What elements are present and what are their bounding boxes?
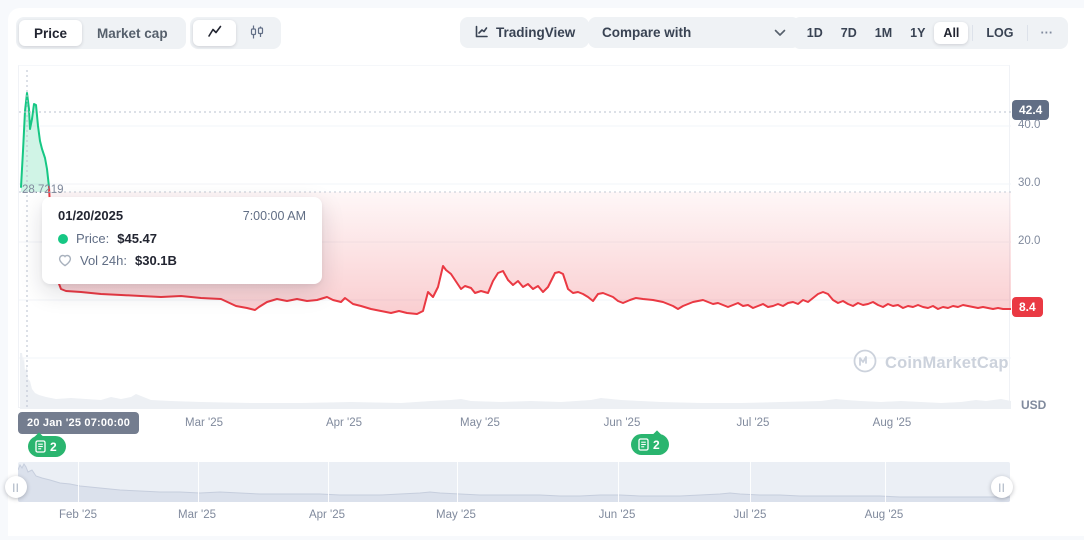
tradingview-label: TradingView bbox=[496, 25, 576, 40]
metric-toggle: Price Market cap bbox=[16, 17, 186, 49]
navigator-x-label: Aug '25 bbox=[864, 509, 904, 521]
x-axis-label: Aug '25 bbox=[872, 417, 912, 429]
launch-spike-line bbox=[20, 92, 50, 188]
tooltip-date: 01/20/2025 bbox=[58, 208, 124, 223]
price-series-dot-icon bbox=[58, 233, 68, 244]
navigator-gridline bbox=[328, 462, 329, 502]
watermark-text: CoinMarketCap bbox=[885, 354, 1009, 372]
price-line bbox=[48, 186, 1012, 315]
x-axis-label: Jun '25 bbox=[603, 417, 641, 429]
price-tab[interactable]: Price bbox=[19, 20, 83, 46]
x-axis-label: Jul '25 bbox=[736, 417, 770, 429]
document-icon bbox=[35, 440, 46, 453]
tooltip-time: 7:00:00 AM bbox=[242, 209, 306, 223]
range-1d-button[interactable]: 1D bbox=[806, 26, 823, 40]
volume-histogram bbox=[20, 353, 1011, 409]
x-axis-label: Mar '25 bbox=[185, 417, 223, 429]
coinmarketcap-logo-icon bbox=[853, 349, 877, 378]
navigator-x-label: Feb '25 bbox=[59, 509, 97, 521]
navigator-x-label: Apr '25 bbox=[308, 509, 346, 521]
x-axis-label: Apr '25 bbox=[325, 417, 363, 429]
launch-spike-fill bbox=[21, 93, 49, 192]
candlestick-chart-type-button[interactable] bbox=[236, 20, 278, 46]
range-1m-button[interactable]: 1M bbox=[874, 26, 893, 40]
more-options-button[interactable]: ··· bbox=[1040, 26, 1054, 40]
navigator-x-label: Jul '25 bbox=[733, 509, 767, 521]
navigator-left-handle[interactable]: || bbox=[5, 476, 27, 498]
line-chart-icon bbox=[207, 25, 222, 41]
y-axis-label-20: 20.0 bbox=[1018, 235, 1041, 247]
compare-with-dropdown[interactable]: Compare with bbox=[588, 17, 800, 48]
navigator-x-label: May '25 bbox=[436, 509, 476, 521]
tradingview-button[interactable]: TradingView bbox=[460, 17, 590, 48]
y-axis-unit-label: USD bbox=[1021, 398, 1047, 412]
crosshair-date-badge: 20 Jan '25 07:00:00 bbox=[18, 412, 140, 434]
log-scale-button[interactable]: LOG bbox=[986, 26, 1014, 40]
tradingview-icon bbox=[474, 24, 489, 42]
range-1y-button[interactable]: 1Y bbox=[910, 26, 926, 40]
tooltip-price-value: $45.47 bbox=[117, 231, 157, 246]
line-chart-type-button[interactable] bbox=[193, 20, 236, 46]
crosshair-price-badge: 42.4 bbox=[1012, 100, 1050, 120]
event-count: 2 bbox=[653, 437, 660, 452]
range-navigator-track[interactable] bbox=[18, 462, 1010, 502]
navigator-x-label: Mar '25 bbox=[178, 509, 216, 521]
news-event-badge[interactable]: 2 bbox=[631, 434, 669, 455]
tooltip-vol-label: Vol 24h: bbox=[80, 253, 127, 268]
news-event-badge[interactable]: 2 bbox=[28, 436, 66, 457]
navigator-gridline bbox=[457, 462, 458, 502]
y-axis-label-30: 30.0 bbox=[1018, 177, 1041, 189]
chevron-down-icon bbox=[774, 25, 786, 40]
tooltip-vol-value: $30.1B bbox=[135, 253, 177, 268]
baseline-price-label: 28.7219 bbox=[22, 184, 64, 196]
navigator-gridline bbox=[750, 462, 751, 502]
chart-tooltip: 01/20/2025 7:00:00 AM Price: $45.47 Vol … bbox=[42, 197, 322, 284]
volume-heart-icon bbox=[58, 254, 72, 267]
navigator-gridline bbox=[885, 462, 886, 502]
event-count: 2 bbox=[50, 439, 57, 454]
range-7d-button[interactable]: 7D bbox=[840, 26, 857, 40]
navigator-gridline bbox=[78, 462, 79, 502]
tooltip-price-label: Price: bbox=[76, 231, 110, 246]
divider bbox=[1026, 25, 1028, 41]
x-axis-label: May '25 bbox=[460, 417, 500, 429]
y-axis-label-40: 40.0 bbox=[1018, 119, 1041, 131]
navigator-right-handle[interactable]: || bbox=[991, 476, 1013, 498]
watermark: CoinMarketCap bbox=[853, 349, 1009, 378]
range-all-button[interactable]: All bbox=[934, 22, 969, 44]
compare-with-label: Compare with bbox=[602, 25, 692, 40]
last-price-badge: 8.4 bbox=[1012, 297, 1043, 317]
divider bbox=[972, 25, 974, 41]
navigator-mini-chart bbox=[18, 463, 1010, 502]
document-icon bbox=[638, 438, 649, 451]
navigator-x-label: Jun '25 bbox=[598, 509, 636, 521]
navigator-gridline bbox=[618, 462, 619, 502]
market-cap-tab[interactable]: Market cap bbox=[97, 25, 168, 41]
candlestick-icon bbox=[250, 25, 264, 42]
navigator-gridline bbox=[198, 462, 199, 502]
chart-type-toggle bbox=[190, 17, 281, 49]
time-range-selector: 1D 7D 1M 1Y All LOG ··· bbox=[791, 17, 1068, 49]
